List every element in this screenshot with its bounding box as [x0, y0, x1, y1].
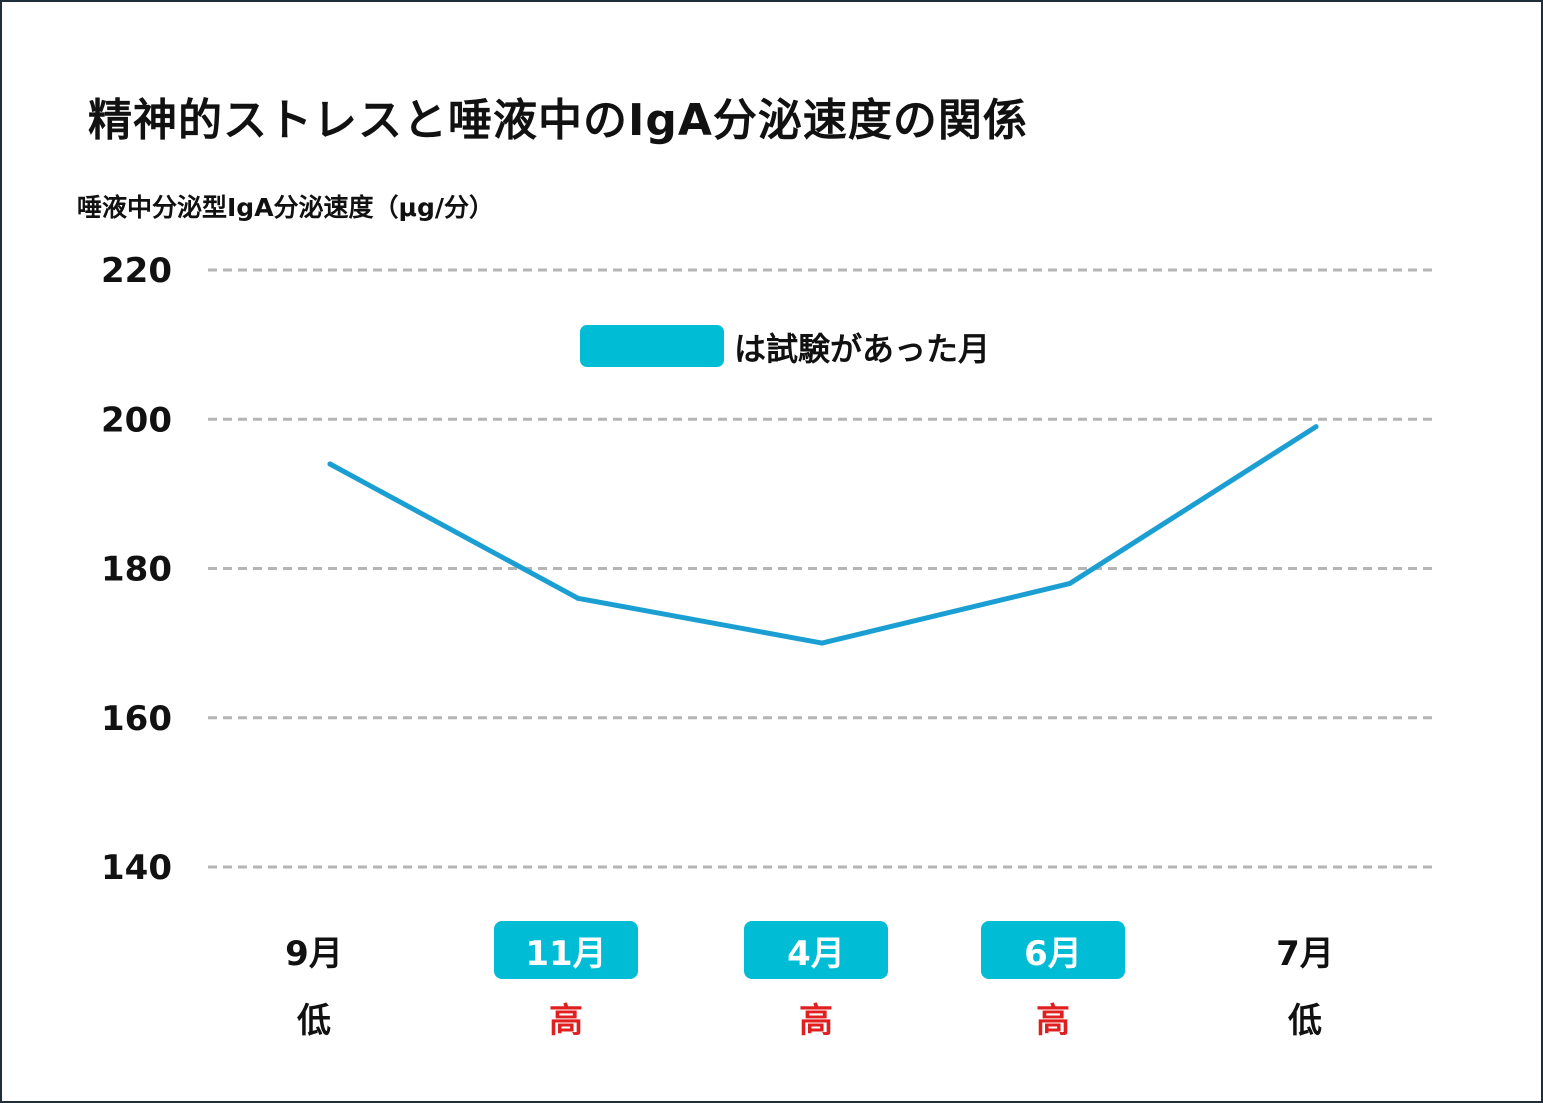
y-tick-labels: 140 160 180 200 220	[101, 251, 172, 888]
month-label-1: 11月	[525, 934, 606, 974]
legend-swatch	[580, 325, 724, 367]
series-line-0	[327, 424, 1319, 646]
month-label-4: 7月	[1276, 934, 1334, 974]
stress-level-2: 高	[799, 1001, 833, 1041]
data-point-4	[1313, 424, 1319, 430]
y-tick-180: 180	[101, 550, 172, 590]
stress-level-1: 高	[549, 1001, 583, 1041]
data-point-2	[819, 640, 825, 646]
stress-level-4: 低	[1288, 1001, 1322, 1041]
grid-lines	[208, 268, 1437, 869]
series-line-group	[327, 424, 1319, 646]
legend: は試験があった月	[580, 325, 990, 368]
y-tick-140: 140	[101, 848, 172, 888]
stress-level-3: 高	[1036, 1001, 1070, 1041]
y-tick-200: 200	[101, 400, 172, 440]
month-label-2: 4月	[787, 934, 845, 974]
y-tick-220: 220	[101, 251, 172, 291]
legend-text: は試験があった月	[734, 330, 990, 368]
exam-month-badge-2	[744, 921, 888, 979]
y-tick-160: 160	[101, 699, 172, 739]
month-label-0: 9月	[285, 934, 343, 974]
exam-month-badge-1	[494, 921, 638, 979]
data-point-3	[1067, 580, 1073, 586]
data-point-1	[575, 595, 581, 601]
stress-level-0: 低	[297, 1001, 331, 1041]
chart-title: 精神的ストレスと唾液中のIgA分泌速度の関係	[88, 95, 1028, 146]
data-point-0	[327, 461, 333, 467]
month-label-3: 6月	[1024, 934, 1082, 974]
exam-month-badge-3	[981, 921, 1125, 979]
y-axis-label: 唾液中分泌型IgA分泌速度（μg/分）	[77, 193, 494, 222]
